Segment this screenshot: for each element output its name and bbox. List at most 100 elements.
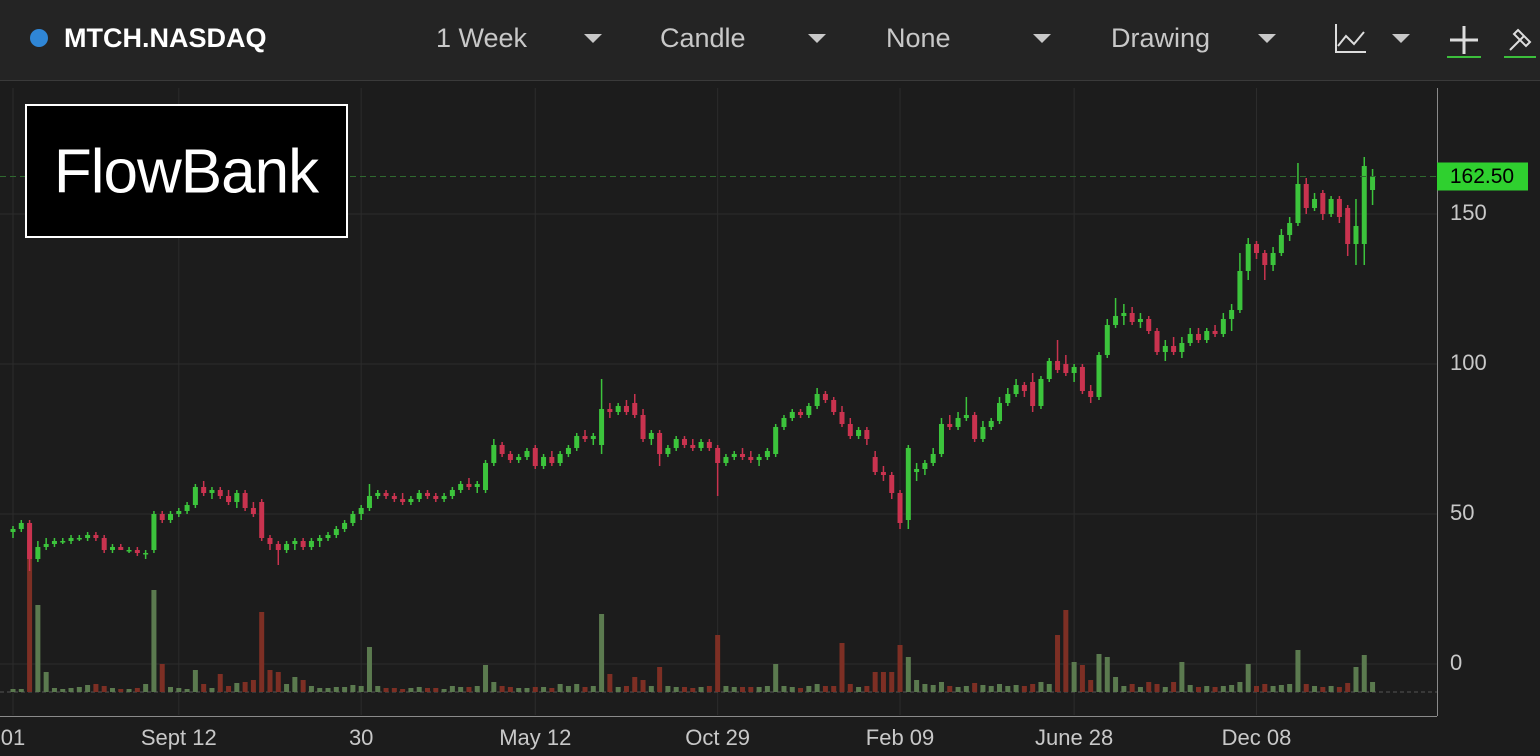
candle-body — [60, 541, 66, 543]
volume-bar — [922, 684, 928, 692]
volume-bar — [1121, 686, 1127, 692]
candle-body — [267, 538, 273, 544]
study-select[interactable]: None — [886, 23, 951, 53]
volume-bar — [234, 683, 240, 692]
candle-body — [1237, 271, 1243, 310]
x-tick-label: Oct 29 — [685, 725, 750, 750]
volume-bar — [1303, 684, 1309, 692]
add-icon[interactable] — [1450, 26, 1478, 54]
style-select[interactable]: Candle — [660, 23, 746, 53]
volume-bar — [764, 686, 770, 692]
volume-bar — [914, 680, 920, 692]
interval-select[interactable]: 1 Week — [436, 23, 528, 53]
volume-bar — [350, 685, 356, 692]
candle-body — [615, 406, 621, 412]
volume-bar — [10, 689, 16, 692]
volume-bar — [698, 687, 704, 692]
volume-bar — [1063, 610, 1069, 692]
volume-bar — [408, 688, 414, 692]
volume-bar — [889, 672, 895, 692]
candle-body — [1320, 193, 1326, 214]
volume-bar — [300, 680, 306, 692]
volume-bar — [209, 688, 215, 692]
candle-body — [690, 445, 696, 448]
symbol[interactable]: MTCH.NASDAQ — [64, 23, 267, 53]
volume-bar — [864, 686, 870, 692]
candle-body — [880, 472, 886, 475]
volume-bar — [582, 687, 588, 692]
volume-bar — [366, 647, 372, 692]
candle-body — [557, 454, 563, 463]
candle-body — [342, 523, 348, 529]
volume-bar — [308, 686, 314, 692]
dropdown-arrow[interactable] — [808, 34, 826, 43]
candle-body — [300, 541, 306, 547]
volume-bar — [458, 687, 464, 692]
volume-bar — [35, 605, 41, 692]
indicator-icon[interactable] — [1335, 24, 1366, 53]
volume-bar — [1162, 687, 1168, 692]
volume-bar — [76, 687, 82, 692]
volume-bar — [574, 684, 580, 692]
last-price-label: 162.50 — [1450, 165, 1514, 188]
candle-body — [1361, 166, 1367, 244]
candle-body — [922, 463, 928, 469]
volume-bar — [1353, 667, 1359, 692]
volume-bar — [217, 674, 223, 692]
candle-body — [938, 424, 944, 454]
candle-body — [176, 511, 182, 514]
volume-bar — [632, 677, 638, 692]
volume-bar — [85, 685, 91, 692]
volume-bar — [226, 686, 232, 692]
tools-icon[interactable] — [1509, 28, 1532, 51]
candle-body — [1245, 244, 1251, 271]
volume-bar — [897, 645, 903, 692]
candle-body — [1079, 367, 1085, 391]
candle-body — [1146, 319, 1152, 331]
volume-bar — [1129, 684, 1135, 692]
volume-bar — [250, 680, 256, 692]
volume-bar — [1312, 686, 1318, 692]
volume-bar — [740, 687, 746, 692]
candle-body — [847, 424, 853, 436]
candle-body — [773, 427, 779, 454]
candle-body — [1262, 253, 1268, 265]
candle-body — [1096, 355, 1102, 397]
x-tick-label: 01 — [1, 725, 25, 750]
candle-body — [68, 538, 74, 541]
volume-bar — [1046, 684, 1052, 692]
candle-body — [366, 496, 372, 508]
volume-bar — [963, 686, 969, 692]
candle-body — [1038, 379, 1044, 406]
dropdown-arrow[interactable] — [584, 34, 602, 43]
candle-body — [516, 457, 522, 460]
dropdown-arrow[interactable] — [1258, 34, 1276, 43]
candle-body — [963, 415, 969, 418]
candle-body — [93, 535, 99, 538]
candle-body — [706, 442, 712, 448]
y-tick-label: 150 — [1450, 200, 1487, 225]
volume-bar — [416, 687, 422, 692]
drawing-select[interactable]: Drawing — [1111, 23, 1210, 53]
candle-body — [76, 538, 82, 540]
volume-bar — [292, 677, 298, 692]
candle-body — [85, 535, 91, 538]
volume-bar — [715, 635, 721, 692]
volume-bar — [806, 686, 812, 692]
volume-bar — [856, 687, 862, 692]
logo-box — [25, 104, 348, 238]
candle-body — [143, 553, 149, 555]
dropdown-arrow[interactable] — [1392, 34, 1410, 43]
dropdown-arrow[interactable] — [1033, 34, 1051, 43]
candle-body — [831, 400, 837, 412]
volume-bar — [781, 686, 787, 692]
candle-body — [541, 457, 547, 466]
volume-bar — [972, 683, 978, 692]
candle-body — [192, 487, 198, 505]
volume-bar — [657, 667, 663, 692]
volume-bar — [607, 674, 613, 692]
volume-bar — [665, 686, 671, 692]
volume-bar — [880, 672, 886, 692]
candle-body — [1229, 310, 1235, 319]
candle-body — [1270, 253, 1276, 265]
